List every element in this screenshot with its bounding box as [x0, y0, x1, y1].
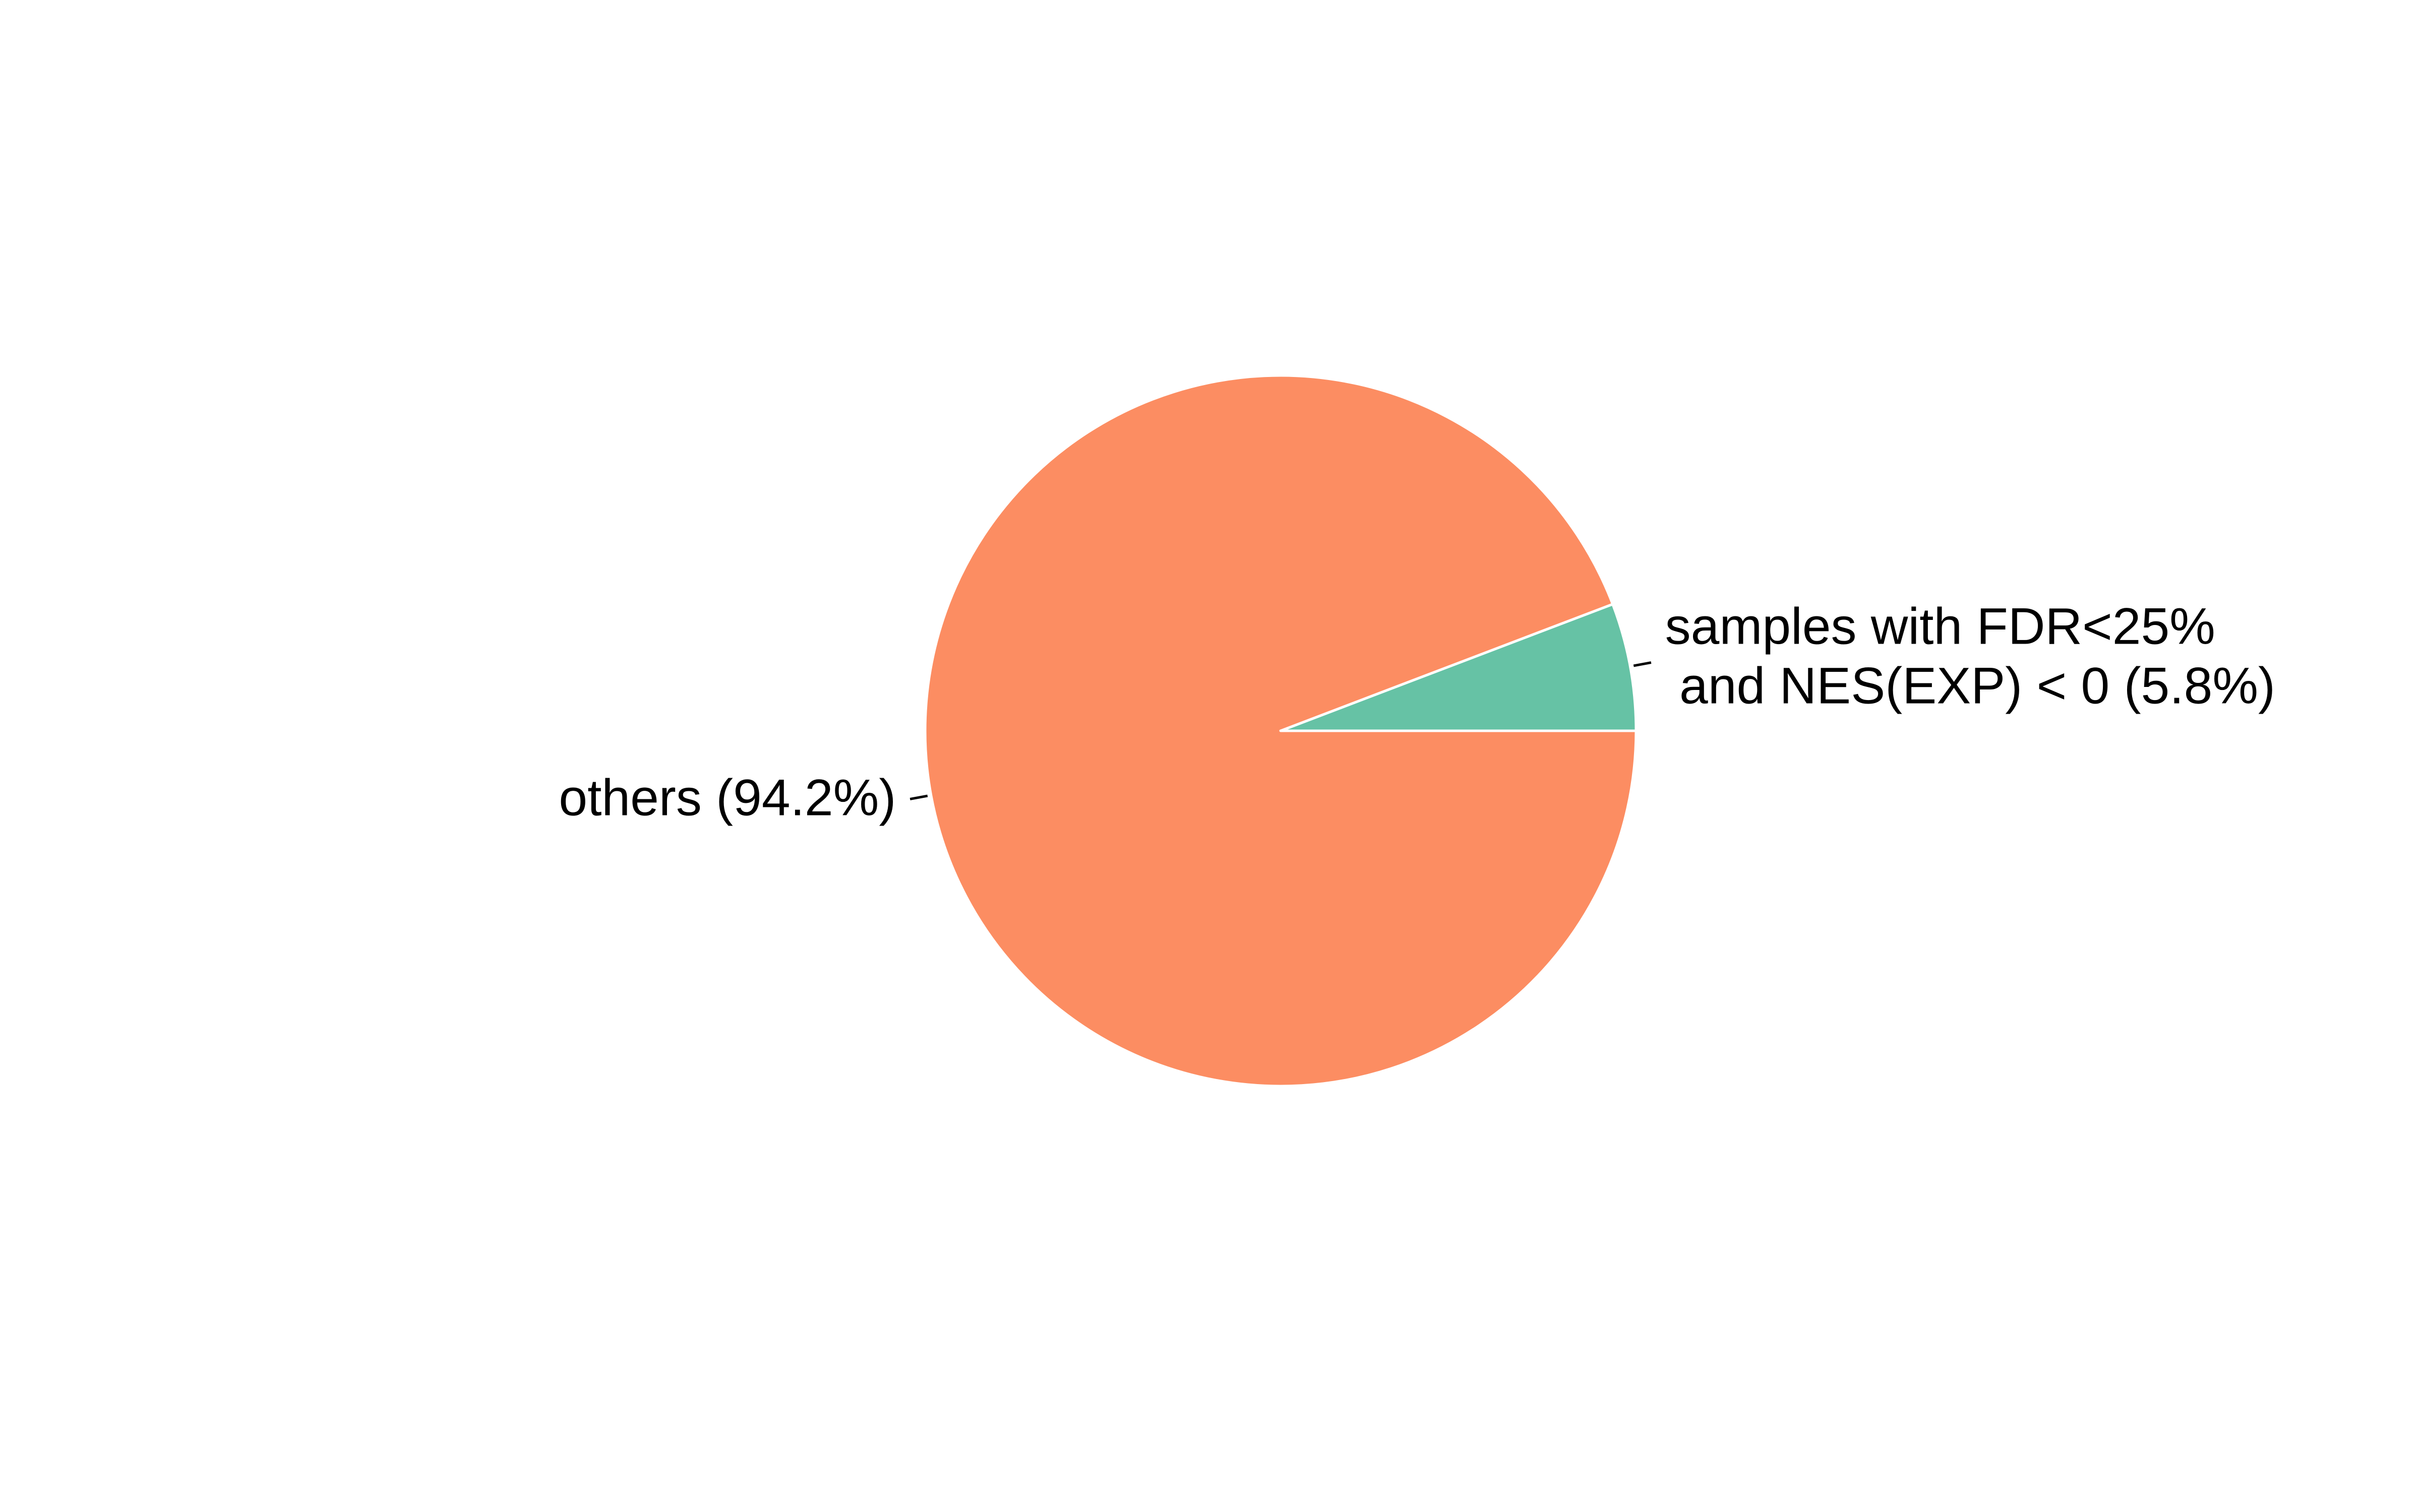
pie-slice-1 [924, 374, 1638, 1088]
pie-slices [924, 374, 1638, 1088]
leader-line-0 [1633, 661, 1652, 667]
leader-lines [910, 661, 1652, 800]
slice-label-line-0-1: and NES(EXP) < 0 (5.8%) [1665, 657, 2275, 714]
pie-slice-0 [1279, 603, 1638, 732]
slice-label-0: samples with FDR<25% and NES(EXP) < 0 (5… [1665, 597, 2275, 714]
slice-label-line-1-0: others (94.2%) [559, 769, 896, 826]
slice-labels: samples with FDR<25% and NES(EXP) < 0 (5… [559, 597, 2275, 826]
leader-line-1 [910, 794, 928, 800]
slice-label-line-0-0: samples with FDR<25% [1665, 597, 2215, 655]
slice-label-1: others (94.2%) [559, 769, 896, 826]
